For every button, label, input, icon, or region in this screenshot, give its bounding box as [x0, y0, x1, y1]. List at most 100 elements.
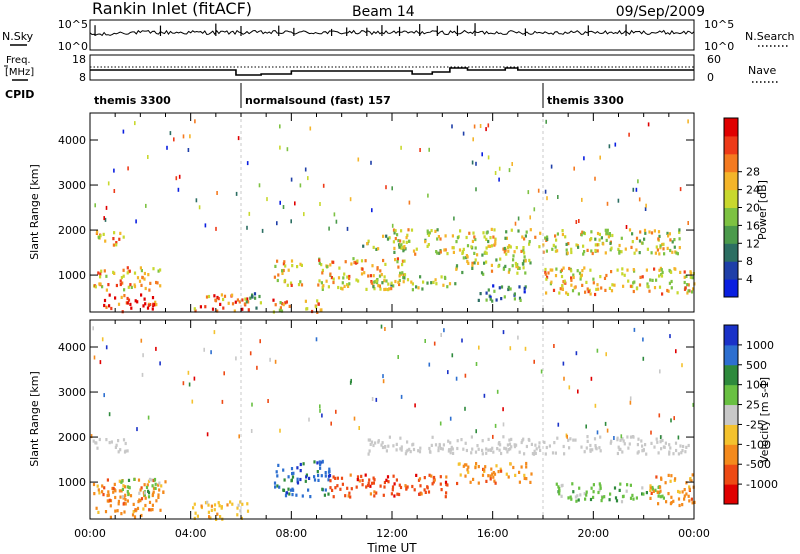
heatmap-cell: [329, 263, 332, 267]
heatmap-cell: [438, 251, 441, 255]
heatmap-cell: [215, 226, 217, 231]
heatmap-cell: [290, 283, 293, 287]
heatmap-cell: [538, 441, 541, 445]
heatmap-cell: [505, 472, 508, 476]
freq-line: [90, 67, 694, 76]
heatmap-cell: [599, 486, 602, 490]
heatmap-cell: [145, 485, 149, 489]
heatmap-cell: [466, 255, 469, 259]
heatmap-cell: [509, 346, 512, 351]
heatmap-cell: [570, 247, 573, 251]
heatmap-cell: [551, 268, 554, 272]
heatmap-cell: [219, 515, 222, 519]
heatmap-cell: [573, 166, 575, 171]
heatmap-cell: [523, 452, 526, 456]
heatmap-cell: [372, 443, 375, 448]
velocity-cells: [90, 320, 696, 521]
heatmap-cell: [489, 297, 492, 301]
heatmap-cell: [595, 287, 598, 291]
heatmap-cell: [641, 275, 644, 279]
heatmap-cell: [350, 487, 353, 491]
heatmap-cell: [97, 271, 100, 275]
heatmap-cell: [521, 235, 524, 239]
heatmap-cell: [570, 250, 573, 255]
heatmap-cell: [690, 497, 693, 501]
heatmap-cell: [130, 285, 133, 289]
heatmap-cell: [544, 452, 547, 456]
heatmap-cell: [508, 442, 512, 446]
colorbar-bin: [724, 207, 738, 226]
heatmap-cell: [360, 474, 363, 478]
heatmap-cell: [689, 477, 692, 481]
y-tick-label: 2000: [58, 224, 86, 237]
heatmap-cell: [113, 482, 116, 486]
heatmap-cell: [641, 241, 644, 245]
heatmap-cell: [155, 499, 158, 503]
heatmap-cell: [629, 435, 633, 439]
heatmap-cell: [583, 266, 586, 270]
heatmap-cell: [208, 515, 211, 519]
heatmap-cell: [276, 221, 278, 226]
heatmap-cell: [326, 265, 329, 269]
heatmap-cell: [481, 152, 483, 157]
heatmap-cell: [194, 119, 196, 124]
heatmap-cell: [159, 268, 162, 272]
heatmap-cell: [159, 361, 161, 366]
heatmap-cell: [436, 251, 439, 255]
heatmap-cell: [602, 242, 605, 246]
heatmap-cell: [677, 452, 680, 456]
heatmap-cell: [256, 365, 258, 370]
heatmap-cell: [279, 306, 282, 310]
heatmap-cell: [626, 435, 629, 439]
heatmap-cell: [246, 502, 249, 506]
heatmap-cell: [403, 259, 406, 263]
heatmap-cell: [112, 237, 115, 241]
heatmap-cell: [194, 309, 197, 313]
heatmap-cell: [659, 489, 662, 493]
heatmap-cell: [646, 284, 649, 288]
heatmap-cell: [647, 122, 650, 127]
heatmap-cell: [277, 273, 280, 277]
heatmap-cell: [106, 493, 109, 498]
heatmap-cell: [629, 483, 632, 487]
heatmap-cell: [151, 296, 155, 300]
heatmap-cell: [373, 490, 376, 494]
heatmap-cell: [138, 498, 141, 502]
heatmap-cell: [494, 239, 497, 243]
heatmap-cell: [485, 447, 488, 451]
heatmap-cell: [688, 487, 691, 491]
heatmap-cell: [396, 233, 399, 237]
heatmap-cell: [431, 435, 434, 439]
heatmap-cell: [105, 305, 108, 309]
heatmap-cell: [400, 243, 403, 247]
heatmap-cell: [96, 484, 99, 488]
heatmap-cell: [371, 264, 374, 268]
heatmap-cell: [594, 243, 597, 247]
heatmap-cell: [363, 271, 366, 275]
heatmap-cell: [379, 269, 382, 273]
heatmap-cell: [273, 481, 277, 485]
heatmap-cell: [93, 492, 96, 496]
heatmap-cell: [142, 507, 145, 511]
heatmap-cell: [332, 260, 335, 264]
heatmap-cell: [475, 187, 477, 192]
heatmap-cell: [627, 279, 630, 283]
heatmap-cell: [554, 451, 557, 455]
heatmap-cell: [344, 494, 347, 498]
heatmap-cell: [471, 263, 474, 268]
heatmap-cell: [130, 306, 133, 310]
heatmap-cell: [369, 274, 372, 278]
heatmap-cell: [495, 464, 498, 468]
heatmap-cell: [471, 447, 474, 451]
heatmap-cell: [99, 275, 102, 279]
heatmap-cell: [663, 252, 666, 256]
heatmap-cell: [140, 486, 143, 490]
colorbar-bin: [724, 171, 738, 191]
heatmap-cell: [670, 279, 673, 284]
heatmap-cell: [618, 243, 621, 248]
heatmap-cell: [674, 250, 677, 254]
heatmap-cell: [515, 246, 518, 250]
heatmap-cell: [583, 250, 586, 254]
freq-tick-top: 18: [72, 53, 86, 66]
heatmap-cell: [538, 245, 541, 249]
